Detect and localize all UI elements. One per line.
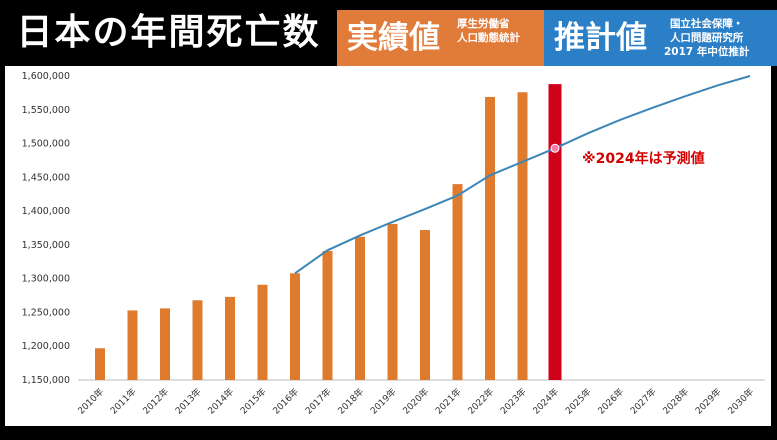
y-tick-label: 1,450,000 xyxy=(22,172,70,183)
bar xyxy=(387,223,398,380)
y-tick-label: 1,400,000 xyxy=(22,206,70,217)
y-tick-label: 1,150,000 xyxy=(22,375,70,386)
bar xyxy=(452,184,463,380)
bar xyxy=(192,300,203,380)
actual-source-line2: 人口動態統計 xyxy=(457,32,520,44)
bar xyxy=(517,92,528,381)
death-count-chart: 1,150,000 1,200,000 1,250,000 1,300,000 1,35… xyxy=(5,66,771,426)
y-tick-label: 1,500,000 xyxy=(22,139,70,150)
bar xyxy=(257,284,268,380)
estimate-source-line1: 国立社会保障・ xyxy=(669,18,744,30)
y-tick-label: 1,300,000 xyxy=(22,274,70,285)
bar xyxy=(127,310,138,380)
estimate-line xyxy=(294,75,751,275)
bar-forecast xyxy=(548,84,562,381)
actual-values-banner: 実績値 厚生労働省 人口動態統計 xyxy=(337,10,544,66)
actual-source-line1: 厚生労働省 xyxy=(457,18,510,30)
y-axis-ticks: 1,150,000 1,200,000 1,250,000 1,300,000 1,35… xyxy=(22,71,70,386)
estimate-values-banner: 推計値 国立社会保障・ 人口問題研究所 2017 年中位推計 xyxy=(544,10,777,66)
y-tick-label: 1,550,000 xyxy=(22,105,70,116)
page-title: 日本の年間死亡数 xyxy=(0,0,337,66)
actual-values-label: 実績値 xyxy=(347,20,440,56)
estimate-values-label: 推計値 xyxy=(554,20,647,56)
bar xyxy=(322,250,333,380)
bar xyxy=(95,348,105,380)
bar xyxy=(225,296,235,380)
bar xyxy=(160,308,170,380)
bar xyxy=(420,230,430,380)
estimate-source-line2: 人口問題研究所 xyxy=(669,32,744,44)
forecast-marker xyxy=(550,143,560,153)
bars xyxy=(95,84,562,381)
forecast-note: ※2024年は予測値 xyxy=(582,150,705,167)
y-tick-label: 1,250,000 xyxy=(22,307,70,318)
estimate-source: 国立社会保障・ 人口問題研究所 2017 年中位推計 xyxy=(664,17,749,59)
bar xyxy=(290,273,300,380)
y-tick-label: 1,200,000 xyxy=(22,341,70,352)
y-tick-label: 1,350,000 xyxy=(22,240,70,251)
y-tick-label: 1,600,000 xyxy=(22,71,70,82)
bar xyxy=(355,236,365,380)
bar xyxy=(485,96,495,380)
actual-source: 厚生労働省 人口動態統計 xyxy=(457,17,520,45)
estimate-line-layer xyxy=(294,75,751,275)
estimate-source-line3: 2017 年中位推計 xyxy=(664,46,750,58)
